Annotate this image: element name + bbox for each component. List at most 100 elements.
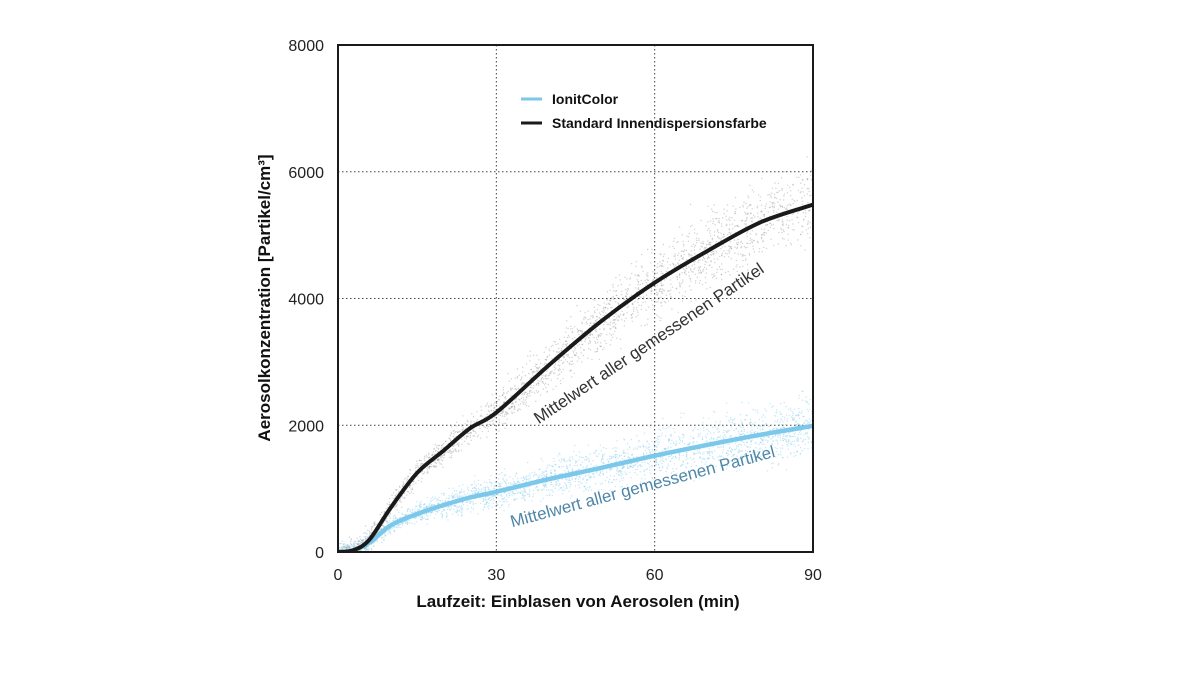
scatter-point [781, 231, 783, 234]
scatter-point [795, 424, 797, 427]
scatter-point [447, 506, 449, 509]
scatter-point [783, 199, 785, 201]
scatter-point [771, 437, 773, 439]
scatter-point [498, 483, 500, 485]
scatter-point [663, 460, 665, 463]
scatter-point [553, 340, 555, 343]
scatter-point [700, 475, 703, 477]
scatter-point [751, 230, 753, 232]
scatter-point [468, 443, 470, 445]
scatter-point [654, 451, 656, 453]
scatter-point [755, 458, 757, 461]
scatter-point [560, 461, 562, 464]
scatter-point [503, 480, 505, 482]
scatter-point [612, 286, 614, 288]
scatter-point [597, 474, 600, 476]
scatter-point [615, 301, 617, 303]
scatter-point [803, 422, 805, 424]
scatter-point [615, 450, 617, 452]
scatter-point [467, 492, 469, 495]
scatter-point [518, 398, 520, 401]
scatter-point [388, 521, 390, 524]
scatter-point [659, 288, 662, 290]
scatter-point [659, 261, 661, 263]
scatter-point [645, 281, 648, 284]
scatter-point [542, 471, 544, 473]
scatter-point [734, 210, 736, 213]
scatter-point [580, 340, 583, 342]
scatter-point [742, 265, 744, 268]
scatter-point [752, 191, 755, 193]
scatter-point [367, 546, 369, 548]
scatter-point [730, 426, 732, 428]
scatter-point [534, 365, 536, 368]
scatter-point [364, 549, 367, 551]
scatter-point [621, 486, 623, 488]
scatter-point [709, 452, 711, 455]
scatter-point [733, 454, 736, 456]
scatter-point [673, 463, 675, 465]
scatter-point [690, 245, 693, 247]
scatter-point [778, 453, 780, 456]
scatter-point [475, 485, 478, 487]
scatter-point [449, 449, 451, 451]
scatter-point [740, 458, 742, 460]
scatter-point [548, 494, 550, 497]
scatter-point [706, 428, 708, 431]
scatter-point [690, 435, 692, 437]
scatter-point [581, 322, 583, 325]
scatter-point [670, 454, 673, 457]
scatter-point [679, 285, 681, 287]
scatter-point [675, 440, 678, 442]
scatter-point [658, 316, 660, 318]
scatter-point [688, 233, 690, 235]
scatter-point [753, 432, 755, 434]
scatter-point [568, 490, 570, 492]
scatter-point [580, 352, 582, 354]
scatter-point [488, 423, 491, 426]
scatter-point [804, 438, 807, 441]
scatter-point [624, 276, 626, 279]
scatter-point [523, 491, 525, 493]
scatter-point [524, 403, 526, 406]
scatter-point [383, 539, 385, 541]
scatter-point [674, 444, 677, 447]
scatter-point [437, 498, 439, 500]
scatter-point [694, 267, 696, 269]
scatter-point [808, 418, 810, 420]
scatter-point [664, 301, 667, 304]
scatter-point [602, 474, 605, 476]
scatter-point [679, 437, 681, 439]
scatter-point [779, 204, 781, 206]
scatter-point [685, 265, 687, 268]
scatter-point [421, 515, 423, 517]
scatter-point [486, 413, 488, 416]
scatter-point [504, 474, 507, 476]
scatter-point [469, 436, 471, 439]
scatter-point [704, 463, 706, 465]
scatter-point [572, 363, 574, 365]
scatter-point [770, 195, 772, 197]
scatter-point [480, 490, 482, 492]
scatter-point [790, 453, 792, 455]
scatter-point [569, 363, 571, 365]
scatter-point [511, 402, 514, 404]
scatter-point [750, 212, 752, 214]
scatter-point [393, 526, 395, 528]
scatter-point [594, 312, 596, 314]
scatter-point [648, 443, 650, 445]
scatter-point [571, 476, 573, 479]
scatter-point [575, 477, 577, 479]
scatter-point [796, 440, 798, 443]
scatter-point [773, 244, 775, 247]
scatter-point [786, 219, 788, 221]
scatter-point [613, 321, 616, 324]
scatter-point [572, 350, 574, 352]
scatter-point [598, 358, 601, 361]
scatter-point [347, 545, 349, 547]
scatter-point [682, 250, 684, 252]
scatter-point [582, 478, 584, 481]
scatter-point [456, 511, 458, 513]
scatter-point [780, 205, 782, 207]
scatter-point [452, 487, 454, 489]
